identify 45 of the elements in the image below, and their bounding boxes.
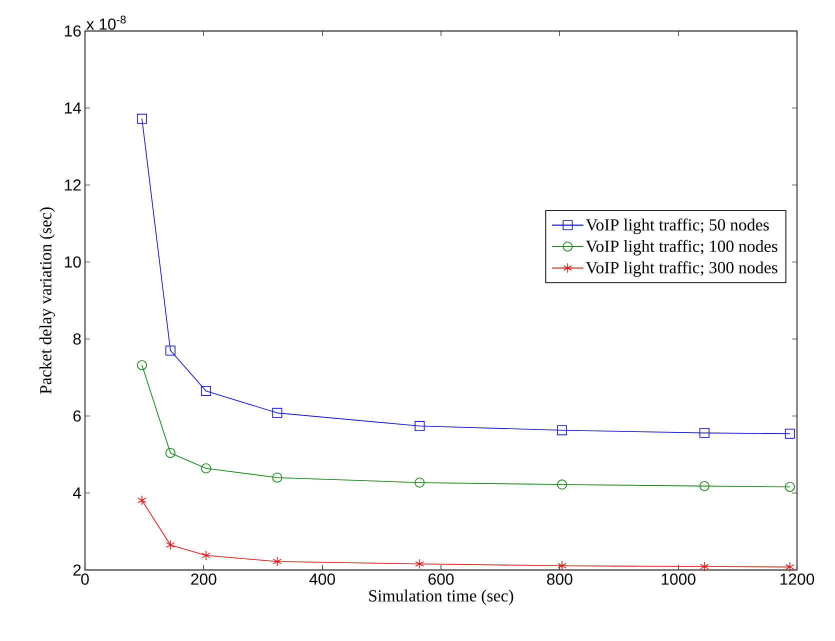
point [272, 408, 282, 418]
x-tick-label: 1000 [662, 574, 696, 585]
text: x 10$^{-8}$ [86, 16, 126, 30]
x-tick-label: 600 [428, 574, 454, 585]
y-axis-title: Packet delay variation (sec) [40, 207, 55, 394]
point [272, 556, 282, 567]
y-tick-label: 6 [73, 410, 81, 422]
point [201, 386, 212, 396]
point [165, 448, 176, 458]
point [557, 480, 568, 490]
y-tick-label: 4 [72, 488, 82, 498]
point [272, 472, 282, 483]
y-tick-label: 10 [64, 256, 81, 268]
x-tick-label: 0 [81, 574, 89, 585]
point [138, 495, 146, 506]
point [415, 558, 424, 569]
point [136, 360, 147, 370]
legend-label: VoIP light traffic; 100 nodes [586, 240, 778, 256]
x-axis-title: Simulation time (sec) [369, 590, 514, 606]
x-tick-label: 800 [547, 574, 572, 585]
point [414, 421, 425, 431]
point [201, 463, 212, 474]
x-tick-label: 1200 [780, 574, 814, 585]
y-tick-label: 14 [64, 102, 81, 114]
point [165, 346, 176, 356]
legend-label: VoIP light traffic; 50 nodes [586, 218, 769, 234]
point [699, 481, 710, 492]
point [784, 482, 795, 492]
y-tick-label: 16 [64, 25, 81, 37]
point [414, 478, 425, 488]
y-tick-label: 12 [64, 179, 81, 191]
point [699, 428, 710, 438]
point [700, 562, 709, 572]
x-tick-label: 400 [309, 574, 335, 585]
y-tick-label: 2 [73, 564, 81, 576]
point [136, 114, 147, 124]
point [784, 428, 795, 439]
point [202, 550, 210, 560]
legend-label: VoIP light traffic; 300 nodes [586, 261, 778, 277]
point [166, 540, 175, 550]
point [557, 425, 568, 436]
point [786, 562, 794, 572]
x-tick-label: 200 [191, 574, 216, 585]
point [558, 560, 566, 571]
y-tick-label: 8 [73, 333, 81, 345]
